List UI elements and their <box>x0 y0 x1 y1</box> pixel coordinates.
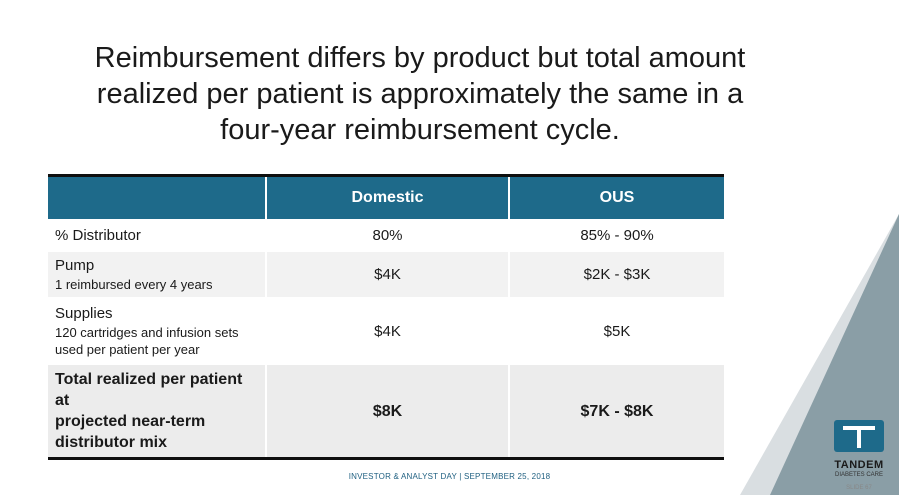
ous-value: $7K - $8K <box>508 363 724 460</box>
total-label-line: distributor mix <box>55 434 168 451</box>
header-empty <box>48 174 266 220</box>
row-label: Pump 1 reimbursed every 4 years <box>48 250 266 298</box>
row-label-sub: used per patient per year <box>55 342 200 357</box>
tandem-logo-icon <box>834 420 884 452</box>
row-label-sub: 120 cartridges and infusion sets <box>55 325 239 340</box>
domestic-value: $4K <box>265 297 509 364</box>
table-row: Pump 1 reimbursed every 4 years $4K $2K … <box>48 250 724 298</box>
ous-value: $2K - $3K <box>508 250 724 298</box>
domestic-value: $8K <box>265 363 509 460</box>
row-label-main: Supplies <box>55 305 113 322</box>
domestic-value: $4K <box>265 250 509 298</box>
table-row: Supplies 120 cartridges and infusion set… <box>48 297 724 364</box>
table-row: % Distributor 80% 85% - 90% <box>48 219 724 251</box>
row-label: Supplies 120 cartridges and infusion set… <box>48 297 266 364</box>
reimbursement-table: Domestic OUS % Distributor 80% 85% - 90%… <box>48 174 724 460</box>
title-line-1: Reimbursement differs by product but tot… <box>94 42 746 74</box>
slide-title: Reimbursement differs by product but tot… <box>60 40 780 148</box>
logo-subtitle: DIABETES CARE <box>834 472 883 478</box>
domestic-value: 80% <box>265 219 509 251</box>
total-label-line: Total realized per patient at <box>55 371 243 409</box>
header-ous: OUS <box>508 174 724 220</box>
title-line-2: realized per patient is approximately th… <box>96 78 744 110</box>
table-header-row: Domestic OUS <box>48 174 724 220</box>
row-label-main: Pump <box>55 257 95 274</box>
slide-number: SLIDE 67 <box>846 485 872 491</box>
logo-name: TANDEM <box>834 459 884 471</box>
title-line-3: four-year reimbursement cycle. <box>220 114 620 146</box>
row-label-sub: 1 reimbursed every 4 years <box>55 277 213 292</box>
total-label-line: projected near-term <box>55 413 206 430</box>
footer-text: INVESTOR & ANALYST DAY | SEPTEMBER 25, 2… <box>348 472 551 481</box>
decorative-triangle <box>740 214 899 495</box>
row-label: Total realized per patient at projected … <box>48 363 266 460</box>
row-label: % Distributor <box>48 219 266 251</box>
ous-value: 85% - 90% <box>508 219 724 251</box>
ous-value: $5K <box>508 297 724 364</box>
header-domestic: Domestic <box>265 174 509 220</box>
table-row-total: Total realized per patient at projected … <box>48 363 724 460</box>
